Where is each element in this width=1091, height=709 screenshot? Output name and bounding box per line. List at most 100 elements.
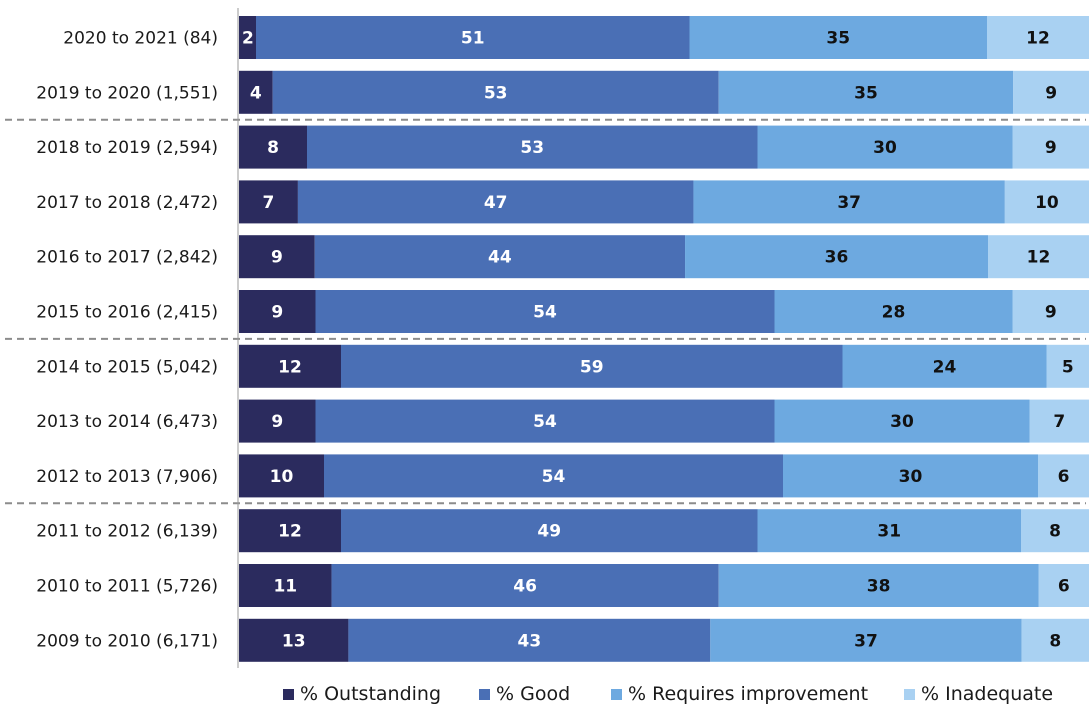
bar-inadequate — [987, 16, 1089, 59]
value-label-outstanding: 7 — [263, 193, 275, 213]
bar-good — [297, 180, 694, 224]
bar-requires-improvement — [685, 235, 989, 279]
bar-inadequate — [1013, 70, 1089, 114]
bar-outstanding — [239, 125, 307, 169]
value-label-outstanding: 13 — [282, 631, 306, 651]
bar-good — [315, 290, 775, 333]
value-label-requires-improvement: 24 — [933, 357, 957, 377]
value-label-outstanding: 12 — [278, 522, 302, 542]
value-label-outstanding: 8 — [267, 138, 279, 158]
bar-inadequate — [1012, 290, 1089, 333]
value-label-requires-improvement: 28 — [882, 303, 906, 323]
category-label: 2019 to 2020 (1,551) — [36, 83, 218, 103]
bar-outstanding — [239, 235, 315, 279]
legend-item-inadequate: % Inadequate — [904, 683, 1053, 705]
value-label-inadequate: 6 — [1058, 577, 1070, 597]
bar-outstanding — [239, 509, 341, 553]
bar-requires-improvement — [774, 399, 1030, 443]
bar-requires-improvement — [842, 344, 1047, 388]
legend-label-inadequate: % Inadequate — [921, 683, 1054, 705]
value-label-inadequate: 10 — [1035, 193, 1059, 213]
bar-outstanding — [239, 618, 349, 662]
value-label-inadequate: 7 — [1053, 412, 1065, 432]
stacked-bar-chart: 2 51 35 124 53 35 98 53 30 97 47 37 109 44 36 129 54 28 91… — [5, 8, 1089, 668]
category-label: 2015 to 2016 (2,415) — [36, 303, 218, 323]
category-label: 2018 to 2019 (2,594) — [36, 138, 218, 158]
bar-inadequate — [1004, 180, 1089, 224]
bar-outstanding — [239, 16, 256, 59]
value-label-requires-improvement: 35 — [826, 29, 850, 49]
value-label-inadequate: 9 — [1045, 138, 1057, 158]
value-label-good: 54 — [533, 303, 557, 323]
value-label-good: 47 — [484, 193, 508, 213]
bar-good — [341, 344, 843, 388]
value-label-outstanding: 9 — [271, 303, 283, 323]
legend-label-outstanding: % Outstanding — [300, 683, 442, 705]
category-label: 2011 to 2012 (6,139) — [36, 522, 218, 542]
value-label-good: 46 — [513, 577, 537, 597]
bar-good — [331, 564, 719, 607]
bar-good — [272, 70, 719, 114]
value-label-inadequate: 12 — [1026, 29, 1050, 49]
category-label: 2012 to 2013 (7,906) — [36, 467, 218, 487]
bar-outstanding — [239, 344, 341, 388]
value-label-outstanding: 9 — [271, 412, 283, 432]
bar-good — [348, 618, 711, 662]
value-label-inadequate: 6 — [1058, 467, 1070, 487]
bar-segments: 2 51 35 124 53 35 98 53 30 97 47 37 109 44 36 129 54 28 91… — [239, 16, 1089, 662]
period-dividers — [5, 118, 1086, 505]
bar-requires-improvement — [757, 509, 1021, 553]
bar-inadequate — [1046, 344, 1089, 388]
bar-good — [324, 454, 783, 498]
value-label-requires-improvement: 38 — [867, 577, 891, 597]
category-label: 2014 to 2015 (5,042) — [36, 357, 218, 377]
value-label-outstanding: 4 — [250, 83, 262, 103]
value-label-requires-improvement: 37 — [837, 193, 861, 213]
value-label-good: 54 — [533, 412, 557, 432]
value-label-inadequate: 9 — [1045, 303, 1057, 323]
value-label-inadequate: 12 — [1027, 248, 1051, 268]
category-label: 2009 to 2010 (6,171) — [36, 631, 218, 651]
legend-label-requires-improvement: % Requires improvement — [628, 683, 869, 705]
category-label: 2017 to 2018 (2,472) — [36, 193, 218, 213]
bar-outstanding — [239, 399, 316, 443]
bar-inadequate — [988, 235, 1089, 279]
category-label: 2020 to 2021 (84) — [63, 29, 218, 49]
bar-requires-improvement — [757, 125, 1013, 169]
value-label-good: 54 — [542, 467, 566, 487]
bar-inadequate — [1021, 509, 1089, 553]
bar-inadequate — [1038, 564, 1089, 607]
bar-outstanding — [239, 180, 298, 224]
value-label-good: 53 — [484, 83, 508, 103]
value-label-good: 44 — [488, 248, 512, 268]
value-label-good: 59 — [580, 357, 604, 377]
value-label-requires-improvement: 37 — [854, 631, 878, 651]
value-label-requires-improvement: 30 — [899, 467, 923, 487]
bar-requires-improvement — [689, 16, 987, 59]
value-label-requires-improvement: 36 — [825, 248, 849, 268]
value-label-requires-improvement: 30 — [873, 138, 897, 158]
value-label-good: 51 — [461, 29, 485, 49]
bar-outstanding — [239, 454, 324, 498]
value-label-outstanding: 2 — [242, 29, 254, 49]
value-label-inadequate: 9 — [1045, 83, 1057, 103]
value-label-outstanding: 11 — [273, 577, 297, 597]
value-label-good: 43 — [518, 631, 542, 651]
category-label: 2013 to 2014 (6,473) — [36, 412, 218, 432]
value-label-outstanding: 9 — [271, 248, 283, 268]
value-label-outstanding: 12 — [278, 357, 302, 377]
bar-requires-improvement — [774, 290, 1013, 333]
legend-swatch-inadequate — [904, 688, 915, 700]
legend-item-requires-improvement: % Requires improvement — [611, 683, 868, 705]
bar-good — [314, 235, 686, 279]
bar-inadequate — [1029, 399, 1089, 443]
category-label: 2010 to 2011 (5,726) — [36, 577, 218, 597]
bar-good — [307, 125, 758, 169]
legend-label-good: % Good — [496, 683, 571, 705]
bar-outstanding — [239, 564, 332, 607]
legend-swatch-requires-improvement — [611, 688, 622, 700]
bar-outstanding — [239, 70, 273, 114]
value-label-outstanding: 10 — [270, 467, 294, 487]
value-label-requires-improvement: 31 — [877, 522, 901, 542]
bar-inadequate — [1021, 618, 1089, 662]
